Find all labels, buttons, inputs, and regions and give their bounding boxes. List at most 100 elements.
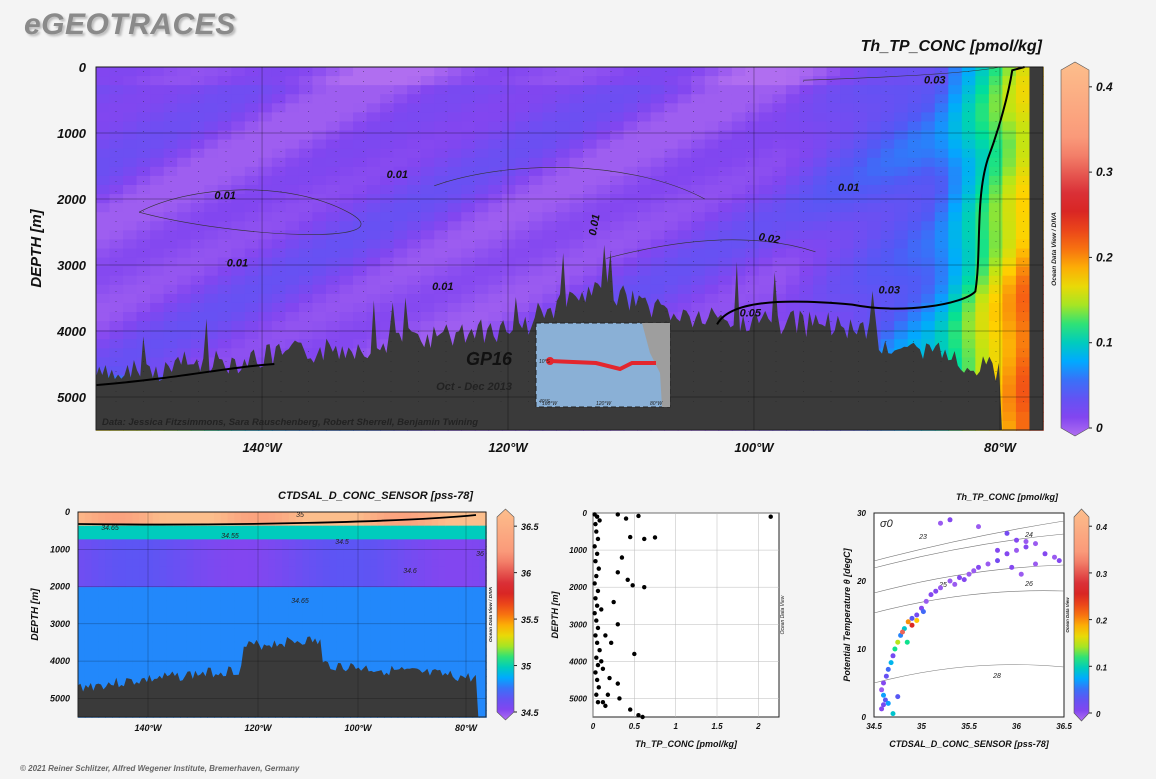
field-cell [204, 212, 219, 223]
field-cell [664, 76, 679, 86]
field-cell [217, 112, 233, 123]
field-cell [934, 348, 950, 359]
data-point [920, 609, 926, 615]
field-cell [139, 621, 147, 629]
field-cell [731, 239, 747, 250]
field-cell [109, 321, 124, 331]
field-cell [200, 532, 208, 541]
field-cell [241, 525, 249, 534]
field-cell [173, 546, 181, 554]
field-cell [472, 559, 480, 568]
field-cell [650, 203, 665, 213]
field-cell [445, 573, 453, 582]
field-cell [474, 175, 490, 186]
field-cell [404, 546, 412, 554]
field-cell [691, 166, 706, 177]
field-cell [853, 275, 868, 286]
field-cell [390, 607, 399, 616]
field-cell [380, 339, 395, 350]
field-cell [472, 594, 480, 602]
field-cell [227, 525, 236, 534]
field-cell [302, 539, 310, 547]
field-cell [217, 312, 233, 322]
field-cell [474, 203, 490, 213]
field-cell [159, 525, 168, 534]
field-cell [339, 275, 354, 286]
field-cell [479, 635, 487, 643]
field-cell [418, 628, 426, 636]
field-cell [329, 641, 338, 650]
field-cell [596, 121, 611, 132]
field-cell [948, 112, 963, 123]
field-cell [325, 157, 341, 168]
field-cell [244, 121, 260, 132]
field-cell [343, 546, 351, 554]
field-cell [569, 76, 584, 86]
field-cell [691, 203, 706, 213]
field-cell [370, 546, 378, 554]
field-cell [177, 85, 192, 96]
field-cell [217, 248, 233, 259]
field-cell [241, 607, 249, 616]
field-cell [96, 239, 111, 250]
field-cell [434, 312, 449, 322]
field-cell [393, 257, 408, 268]
field-cell [190, 330, 206, 341]
field-cell [664, 312, 679, 322]
field-cell [1015, 139, 1031, 150]
field-cell [731, 94, 747, 105]
field-cell [193, 662, 202, 670]
field-cell [447, 230, 463, 241]
field-cell [231, 312, 246, 322]
field-cell [569, 85, 584, 96]
field-cell [664, 148, 679, 159]
field-cell [123, 284, 138, 295]
field-cell [109, 221, 124, 232]
field-cell [431, 628, 440, 636]
field-cell [447, 103, 463, 114]
field-cell [445, 600, 453, 609]
field-cell [302, 566, 310, 575]
field-cell [404, 532, 412, 541]
field-cell [528, 239, 544, 250]
field-cell [393, 130, 408, 141]
field-cell [125, 621, 134, 629]
field-cell [785, 76, 801, 86]
field-cell [921, 67, 936, 77]
data-point [905, 619, 911, 625]
field-cell [295, 614, 304, 623]
field-cell [248, 600, 256, 609]
main-section-plot[interactable]: 0.030.010.010.010.010.010.010.020.030.05… [0, 0, 1156, 470]
field-cell [542, 121, 557, 132]
field-cell [840, 112, 855, 123]
field-cell [569, 103, 584, 114]
field-cell [377, 553, 385, 561]
field-cell [867, 112, 882, 123]
field-cell [650, 139, 665, 150]
field-cell [772, 257, 787, 268]
field-cell [569, 230, 584, 241]
field-cell [150, 357, 165, 368]
field-cell [152, 614, 161, 623]
field-cell [350, 512, 358, 520]
field-cell [458, 559, 467, 568]
field-cell [528, 157, 544, 168]
field-cell [1002, 67, 1017, 77]
field-cell [458, 587, 467, 595]
profile-scatter-plot[interactable]: 0 0.5 1 1.5 2010002000300040005000Th_TP_CONC… [540, 500, 800, 760]
field-cell [840, 239, 855, 250]
data-point [592, 610, 597, 616]
data-point [879, 706, 885, 712]
field-cell [948, 266, 963, 277]
field-cell [934, 103, 950, 114]
field-cell [163, 85, 178, 96]
field-cell [166, 600, 174, 609]
field-cell [356, 525, 365, 534]
field-cell [96, 230, 111, 241]
field-cell [214, 553, 222, 561]
y-tick-label: 10 [857, 645, 866, 654]
field-cell [217, 103, 233, 114]
field-cell [934, 302, 950, 313]
